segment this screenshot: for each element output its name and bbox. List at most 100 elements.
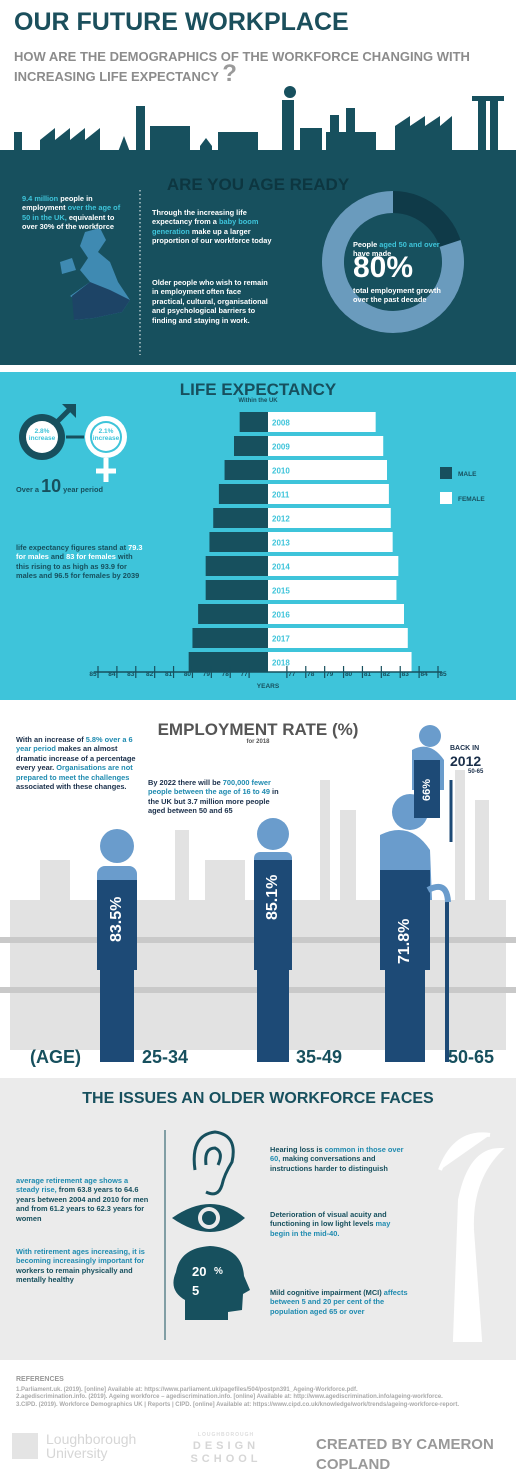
rate: 71.8% [396,918,413,964]
text-run: 10 [41,476,62,496]
bar-male [224,460,268,480]
text-run: With retirement ages increasing, it is b… [16,1247,145,1266]
subtitle: HOW ARE THE DEMOGRAPHICS OF THE WORKFORC… [14,48,504,87]
gear-text: 5 [192,1283,200,1298]
bar-male [188,652,268,672]
age-group: 25-34 [142,1047,189,1067]
head-icon [173,1246,250,1320]
text-run: with this rising to as high as 93.9 for … [16,552,140,581]
tick-label: 80 [345,671,353,678]
text-run: Older people who wish to remain in emplo… [152,278,268,325]
stat-text: Through the increasing life expectancy f… [152,208,274,246]
title: OUR FUTURE WORKPLACE [14,8,349,36]
tick-label: 84 [420,671,428,678]
legs [100,970,134,1062]
category-label: 2010 [272,467,290,476]
text-run: people in employment [22,194,93,213]
text-run: life expectancy figures stand at [16,543,129,552]
value: 2.1% [98,428,114,435]
reference: 3.CIPD. (2019). Workforce Demographics U… [16,1401,459,1408]
factory [40,128,100,152]
bar-female [268,532,393,552]
tick-label: 81 [165,671,173,678]
legend-label: MALE [458,471,477,478]
tick-label: 85 [89,671,97,678]
legs [385,970,425,1062]
text-run: common in those over 60, [270,1145,404,1164]
tower [340,810,356,920]
head [419,725,441,747]
tower [136,106,145,152]
tree [200,138,212,152]
text-run: Mild cognitive impairment (MCI) [270,1288,384,1297]
tick-label: 85 [439,671,447,678]
male-arrow-head [62,404,76,418]
gear-text: 20 [192,1264,207,1279]
chart-title: LIFE EXPECTANCY [179,380,337,399]
category-label: 2018 [272,659,290,668]
tick-label: 82 [146,671,154,678]
text-run: 5.8% over a 6 year period [16,735,133,754]
issue-text: Hearing loss is common in those over 60,… [270,1145,410,1173]
text-run: Over a [16,485,42,494]
bar-female [268,604,404,624]
smoke [284,86,296,98]
tick-label: 81 [364,671,372,678]
tick-label: 77 [240,671,248,678]
stat-text: By 2022 there will be 700,000 fewer peop… [148,778,280,816]
reference: 1.Parliament.uk. (2019). [online] Availa… [16,1387,358,1393]
text-run: With an increase of [16,735,86,744]
section-subtitle: for 2018 [246,739,270,745]
legend-swatch [440,492,452,504]
bar-male [198,604,268,624]
tick-label: 79 [203,671,211,678]
category-label: 2011 [272,491,290,500]
text-run: makes an almost dramatic increase of a p… [16,744,136,773]
tick-label: 78 [222,671,230,678]
tick-label: 80 [184,671,192,678]
male-inner [26,421,58,453]
text-run: Hearing loss is [270,1145,325,1154]
chimney [478,100,486,152]
tree [118,136,130,152]
text-run: year period [61,485,103,494]
person-old [380,794,451,1062]
building [300,128,322,152]
stat-text: Older people who wish to remain in emplo… [152,278,274,325]
text-run: and [48,552,67,562]
section-title: EMPLOYMENT RATE (%) [157,720,359,739]
back-rate: 66% [421,778,433,801]
bar-male [234,436,268,456]
tank [205,860,245,920]
university: Loughborough University [46,1431,137,1461]
tower [455,770,465,920]
school: DESIGN SCHOOL [190,1440,262,1465]
donut-arc [322,191,464,333]
tower [320,780,330,920]
legend-swatch [440,467,452,479]
female-increase: 2.1% increase [86,428,126,442]
question-icon: ? [222,60,237,87]
text-run: workers to remain physically and mentall… [16,1265,133,1285]
subtitle-text: HOW ARE THE DEMOGRAPHICS OF THE WORKFORC… [14,49,470,84]
chimney [490,100,498,152]
donut-value: 80% [353,251,414,284]
tick-label: 83 [127,671,135,678]
bar-female [268,436,384,456]
tick-label: 83 [402,671,410,678]
donut [322,191,464,333]
bar-female [268,508,391,528]
text-run: from 63.8 years to 64.6 years between 20… [16,1185,149,1223]
stat-text: 9.4 million people in employment over th… [22,194,130,232]
category-label: 2013 [272,539,290,548]
label: increase [28,435,56,442]
uk-map-south [72,282,130,320]
bar-female [268,580,397,600]
donut-text: People aged 50 and over have made [353,240,443,259]
chimney [346,108,355,152]
issue-text: With retirement ages increasing, it is b… [16,1247,151,1285]
head [257,818,289,850]
category-label: 2012 [272,515,290,524]
